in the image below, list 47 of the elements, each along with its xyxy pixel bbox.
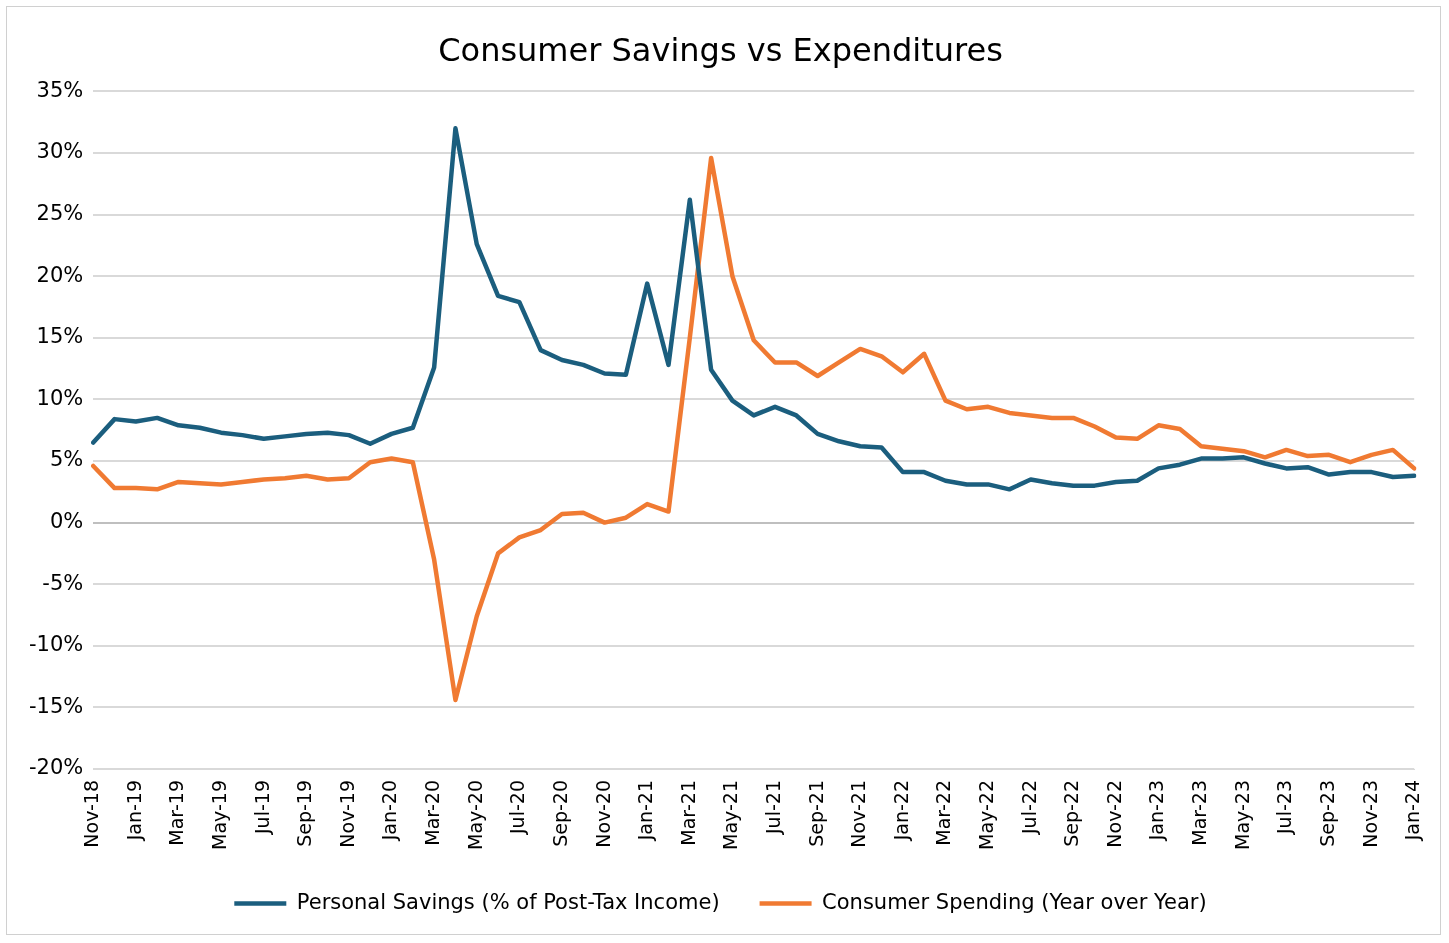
- y-tick-label: -20%: [28, 755, 84, 780]
- x-tick-label: Sep-22: [1060, 780, 1083, 847]
- y-tick-label: 20%: [36, 262, 84, 287]
- x-tick-label: May-19: [208, 780, 231, 851]
- x-tick-label: Jan-19: [122, 780, 145, 842]
- x-tick-label: Jan-21: [634, 780, 657, 842]
- x-tick-label: Jan-24: [1401, 780, 1424, 842]
- y-tick-label: 5%: [49, 447, 84, 472]
- x-tick-label: Jul-21: [761, 780, 784, 835]
- y-tick-label: 15%: [36, 324, 84, 349]
- y-tick-label: -15%: [28, 693, 84, 718]
- x-tick-label: Nov-23: [1358, 780, 1381, 848]
- x-tick-label: Jan-20: [378, 780, 401, 842]
- x-tick-label: May-23: [1230, 780, 1253, 851]
- x-tick-label: Sep-19: [293, 780, 316, 847]
- x-tick-label: Mar-21: [676, 780, 699, 846]
- y-tick-label: 30%: [36, 139, 84, 164]
- x-tick-label: Jan-22: [889, 780, 912, 842]
- x-tick-label: Nov-22: [1102, 780, 1125, 848]
- x-tick-label: Mar-23: [1188, 780, 1211, 846]
- x-tick-label: Jul-20: [506, 780, 529, 835]
- x-tick-label: Nov-18: [80, 780, 103, 848]
- x-tick-label: Jul-22: [1017, 780, 1040, 835]
- x-tick-label: Mar-20: [421, 780, 444, 846]
- x-tick-label: Jul-19: [250, 780, 273, 835]
- x-tick-label: Sep-21: [804, 780, 827, 847]
- x-tick-label: Jul-23: [1273, 780, 1296, 835]
- x-tick-label: May-21: [719, 780, 742, 851]
- y-tick-label: -5%: [42, 570, 84, 595]
- x-tick-label: Nov-21: [847, 780, 870, 848]
- y-tick-label: 0%: [49, 509, 84, 534]
- x-tick-label: Mar-19: [165, 780, 188, 846]
- legend-label: Personal Savings (% of Post-Tax Income): [296, 889, 720, 914]
- y-tick-label: -10%: [28, 632, 84, 657]
- y-tick-label: 35%: [36, 77, 84, 102]
- x-tick-label: May-20: [463, 780, 486, 851]
- x-tick-label: Nov-19: [335, 780, 358, 848]
- y-tick-label: 25%: [36, 201, 84, 226]
- chart-title: Consumer Savings vs Expenditures: [438, 30, 1003, 69]
- x-tick-label: Nov-20: [591, 780, 614, 848]
- y-tick-label: 10%: [36, 385, 84, 410]
- x-tick-label: Mar-22: [932, 780, 955, 846]
- x-tick-label: May-22: [975, 780, 998, 851]
- x-tick-label: Jan-23: [1145, 780, 1168, 842]
- legend-label: Consumer Spending (Year over Year): [822, 889, 1207, 914]
- x-tick-label: Sep-20: [548, 780, 571, 847]
- x-tick-label: Sep-23: [1315, 780, 1338, 847]
